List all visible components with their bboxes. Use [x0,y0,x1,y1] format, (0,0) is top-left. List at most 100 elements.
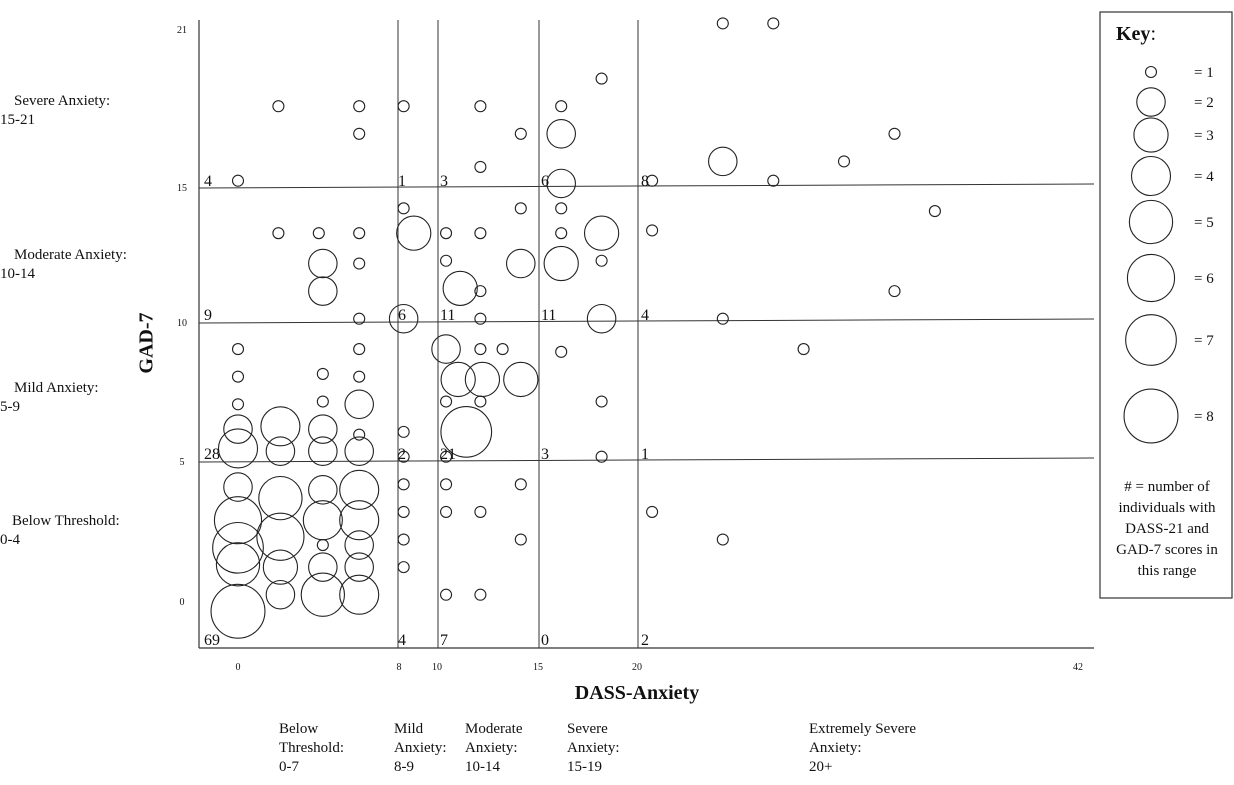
region-count-label: 2 [641,632,649,649]
y-category-range: 0-4 [0,532,20,548]
bubble-point [397,505,410,518]
x-category-label: Extremely Severe Anxiety: 20+ [809,721,916,775]
region-count-label: 1 [398,173,406,190]
bubble-point [223,414,253,444]
bubble-point [514,127,527,140]
region-count-label: 4 [641,307,649,324]
bubble-point [308,414,338,444]
legend-title-colon: : [1150,23,1156,45]
bubble-point [506,248,536,279]
y-tick-label: 21 [177,25,187,36]
region-count-label: 8 [641,173,649,190]
bubble-point [474,285,487,298]
legend-title: Key: [1116,23,1156,45]
y-threshold-line [198,457,1095,463]
legend-note-line: # = number of [1124,479,1210,495]
bubble-point [308,475,338,505]
bubble-point [440,227,453,240]
region-count-label: 9 [204,307,212,324]
x-category-line: Severe [567,721,608,737]
bubble-point [514,202,527,215]
bubble-point [353,370,366,383]
bubble-point [555,345,568,358]
bubble-point [474,160,487,173]
bubble-point [353,100,366,113]
y-category-line: Mild Anxiety: [14,380,99,396]
x-category-line: Below [279,721,318,737]
bubble-point [546,168,576,199]
y-category-labels: Severe Anxiety: 15-21 Moderate Anxiety: 10-… [0,93,127,548]
y-threshold-line [198,183,1095,189]
legend-bubble [1123,388,1179,444]
y-category-line: Below Threshold: [12,513,120,529]
region-count-labels: 4 1 3 6 8 9 6 11 11 4 28 2 21 3 1 69 4 7 0 2 [204,173,649,649]
legend-label: = 1 [1194,65,1214,81]
bubble-point [388,303,419,334]
bubble-point [231,174,245,187]
bubble-point [308,552,338,582]
y-category-line: Severe Anxiety: [14,93,110,109]
x-category-line: 20+ [809,759,832,775]
bubble-point [231,398,245,411]
bubble-point [312,227,325,240]
legend-note-line: DASS-21 and [1125,521,1209,537]
bubble-point [474,312,487,325]
bubble-point [595,395,608,408]
bubble-point [256,512,305,561]
region-count-label: 6 [541,173,549,190]
region-count-label: 3 [440,173,448,190]
bubble-point [308,248,338,279]
bubble-point [215,542,261,587]
region-count-label: 7 [440,632,448,649]
bubble-point [474,343,487,356]
bubble-point [262,549,299,585]
y-category-label: Below Threshold: 0-4 [0,513,120,548]
bubble-point [397,450,410,463]
x-category-line: Anxiety: [567,740,620,756]
bubble-point [260,406,301,447]
bubble-point [440,588,453,601]
bubble-point [716,312,729,325]
bubble-point [708,146,738,177]
x-category-line: 0-7 [279,759,299,775]
x-category-line: Anxiety: [394,740,447,756]
bubble-point [716,533,729,546]
bubble-point [344,436,374,466]
x-tick-label: 42 [1073,662,1083,673]
bubble-point [440,406,493,458]
bubble-point [440,450,453,463]
bubble-point [496,343,509,356]
bubble-point [474,227,487,240]
bubble-point [514,478,527,491]
region-count-label: 0 [541,632,549,649]
x-category-line: Threshold: [279,740,344,756]
legend-label: = 2 [1194,95,1214,111]
legend-note: # = number of individuals with DASS-21 and… [1116,479,1218,579]
y-category-label: Moderate Anxiety: 10-14 [0,247,127,282]
bubble-point [440,478,453,491]
bubble-point [397,478,410,491]
bubble-point [223,472,253,502]
legend-label: = 6 [1194,271,1214,287]
legend-bubble [1126,253,1176,303]
bubble-point [464,361,501,398]
region-count-label: 3 [541,446,549,463]
legend-items: = 1 = 2 = 3 = 4 = 5 = 6 = 7 = 8 [1123,65,1214,444]
bubble-point [212,521,264,574]
bubble-point [767,174,780,187]
bubble-point [595,254,608,267]
legend-bubble [1133,117,1169,153]
x-category-line: 8-9 [394,759,414,775]
bubble-point [339,574,380,615]
bubble-point [339,469,380,510]
bubble-point [431,334,461,364]
x-category-line: 15-19 [567,759,602,775]
x-category-labels: Below Threshold: 0-7 Mild Anxiety: 8-9 Moderat… [279,721,916,775]
bubble-series [210,17,941,639]
x-category-line: Mild [394,721,424,737]
region-count-label: 11 [440,307,455,324]
region-count-label: 4 [398,632,406,649]
bubble-point [353,428,366,441]
x-tick-label: 10 [432,662,442,673]
